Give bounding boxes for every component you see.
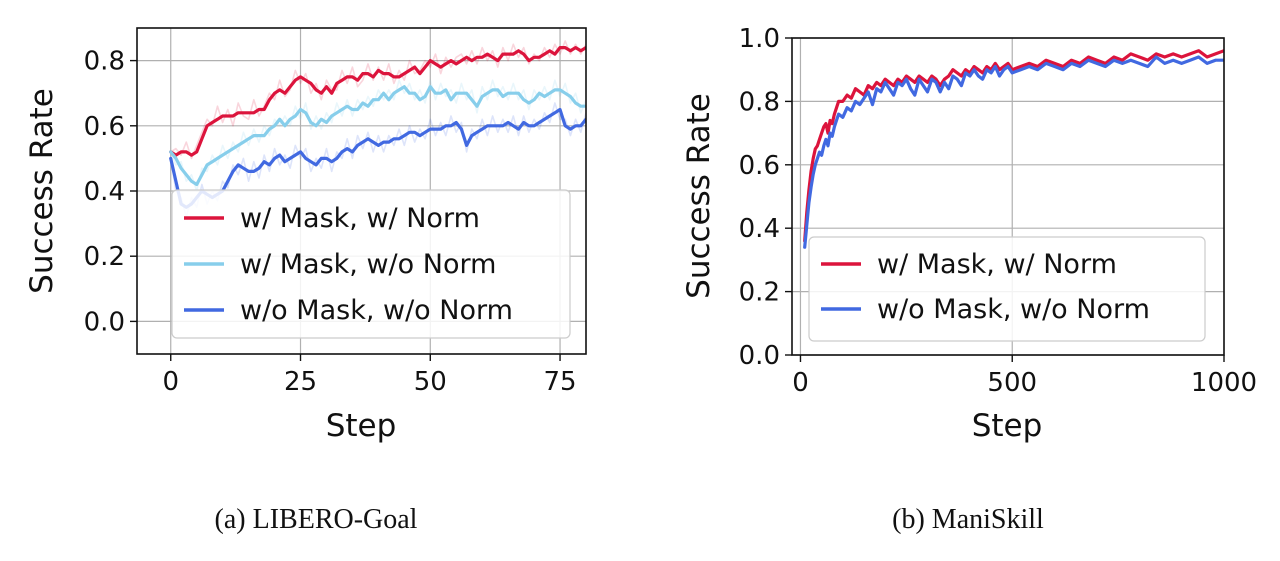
series-line-w-mask-w-norm [169, 45, 586, 157]
y-tick-label: 0.2 [84, 242, 125, 272]
x-tick-label: 0 [792, 368, 809, 398]
legend-label: w/ Mask, w/ Norm [877, 249, 1117, 280]
x-tick-label: 75 [543, 367, 576, 397]
y-tick-label: 0.0 [739, 341, 780, 371]
plot-area [169, 40, 586, 218]
y-tick-label: 0.8 [84, 47, 125, 77]
axes-frame-b [791, 37, 1225, 356]
x-tick-label: 0 [162, 367, 179, 397]
y-tick-label: 0.8 [739, 87, 780, 117]
legend-b: w/ Mask, w/ Norm w/o Mask, w/o Norm [808, 236, 1206, 342]
series-lines-b [803, 49, 1224, 249]
ticks-b: 0 500 1000 0.0 0.2 0.4 0.6 0.8 1.0 [739, 24, 1257, 398]
panel-libero-goal: 0 25 50 750.00.20.40.60.8 w/ Mask, w/ Normw… [24, 27, 587, 535]
y-tick-label: 0.6 [739, 151, 780, 181]
legend-label: w/ Mask, w/o Norm [240, 249, 496, 280]
legend-label: w/o Mask, w/o Norm [877, 294, 1150, 325]
legend-label: w/ Mask, w/ Norm [240, 203, 480, 234]
y-tick-label: 0.6 [84, 112, 125, 142]
y-tick-label: 0.4 [84, 177, 125, 207]
series-line-w-o-mask-w-o-norm [803, 55, 1224, 249]
y-axis-label-b: Success Rate [681, 93, 717, 299]
x-tick-label: 500 [987, 368, 1037, 398]
y-axis-label-a: Success Rate [24, 88, 60, 294]
series-line-w-o-mask-w-o-norm [169, 107, 586, 209]
x-tick-label: 50 [414, 367, 447, 397]
panel-maniskill: 0 500 1000 0.0 0.2 0.4 0.6 0.8 1.0 w/ Mask, w/ N… [681, 24, 1257, 535]
x-tick-label: 25 [284, 367, 317, 397]
legend-label: w/o Mask, w/o Norm [240, 295, 513, 326]
series-line-w-mask-w-o-norm [169, 85, 586, 187]
y-tick-label: 1.0 [739, 24, 780, 54]
x-axis-label-b: Step [972, 408, 1043, 444]
plot-area [803, 49, 1224, 249]
y-tick-label: 0.2 [739, 278, 780, 308]
y-tick-label: 0.0 [84, 307, 125, 337]
x-tick-label: 1000 [1191, 368, 1257, 398]
y-tick-label: 0.4 [739, 214, 780, 244]
legend-box [171, 189, 571, 339]
caption-b: (b) ManiSkill [892, 504, 1044, 535]
x-axis-label-a: Step [326, 408, 397, 444]
series-lines-a [169, 40, 586, 218]
legend-a: w/ Mask, w/ Norm w/ Mask, w/o Norm w/o Mas… [171, 189, 571, 339]
series-line-w-mask-w-norm [803, 49, 1224, 243]
legend-box [808, 236, 1206, 342]
ticks-a: 0 25 50 75 0.0 0.2 0.4 0.6 0.8 [84, 47, 577, 397]
caption-a: (a) LIBERO-Goal [215, 504, 418, 535]
